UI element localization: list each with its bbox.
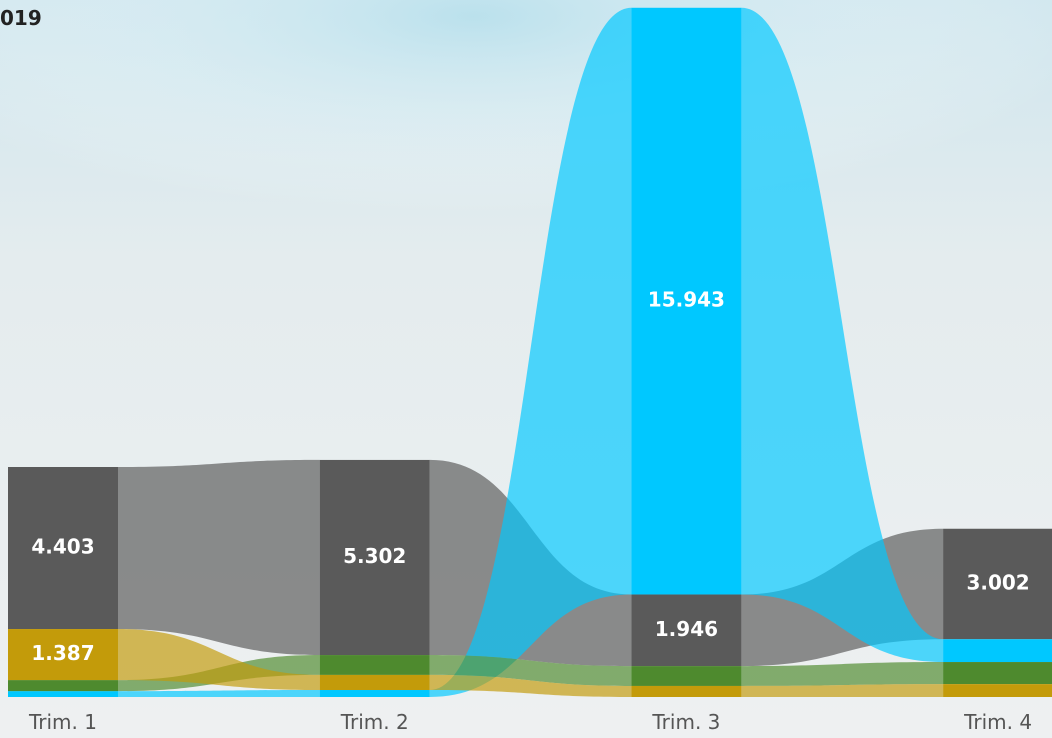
segment xyxy=(8,629,118,681)
data-label: 4.403 xyxy=(31,535,94,559)
chart-title: 019 xyxy=(0,6,42,30)
data-label: 1.387 xyxy=(31,641,94,665)
segment xyxy=(631,685,742,697)
ribbon xyxy=(741,684,944,697)
segment xyxy=(319,655,430,675)
segment xyxy=(8,680,118,692)
ribbon xyxy=(741,7,944,663)
x-tick-label: Trim. 4 xyxy=(963,710,1032,734)
segment xyxy=(319,690,430,697)
ribbon xyxy=(118,629,320,691)
segment xyxy=(943,684,1052,697)
background-wave xyxy=(0,0,1052,330)
segment xyxy=(319,674,430,691)
ribbon xyxy=(741,662,944,686)
segment xyxy=(631,594,742,667)
segment xyxy=(8,467,118,630)
ribbon xyxy=(429,674,632,697)
ribbon xyxy=(429,655,632,686)
ribbon xyxy=(118,459,320,656)
ribbon xyxy=(118,690,320,697)
ribbon xyxy=(429,7,632,697)
x-tick-label: Trim. 1 xyxy=(28,710,97,734)
data-label: 3.002 xyxy=(966,570,1029,594)
segment xyxy=(631,666,742,686)
segment xyxy=(319,459,430,656)
data-label: 1.946 xyxy=(655,617,718,641)
segment xyxy=(631,7,742,595)
segment xyxy=(943,662,1052,685)
segment xyxy=(8,691,118,697)
segment xyxy=(943,639,1052,663)
segment xyxy=(943,528,1052,640)
data-label: 15.943 xyxy=(648,288,725,312)
x-tick-label: Trim. 3 xyxy=(651,710,720,734)
data-label: 5.302 xyxy=(343,544,406,568)
x-tick-label: Trim. 2 xyxy=(340,710,409,734)
